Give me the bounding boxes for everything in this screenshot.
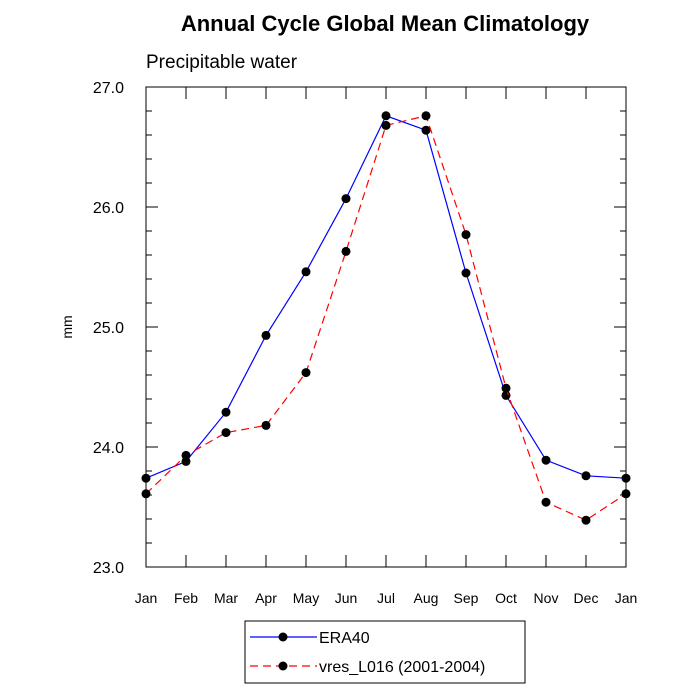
plot-area: 23.0 24.0 25.0 26.0 27.0 Jan Feb Mar Apr May Jun Ju…: [93, 80, 637, 606]
x-tick-label: Jul: [377, 590, 395, 606]
data-point: [461, 230, 471, 240]
x-tick-label: Feb: [174, 590, 198, 606]
y-tick-label: 27.0: [93, 80, 124, 97]
y-tick-label: 25.0: [93, 320, 124, 337]
data-point: [301, 368, 311, 378]
legend-marker: [278, 661, 288, 671]
data-point: [621, 489, 631, 499]
legend-item: ERA40: [250, 630, 370, 647]
legend: ERA40 vres_L016 (2001-2004): [244, 620, 526, 684]
data-point: [221, 428, 231, 438]
data-point: [421, 125, 431, 135]
series-1: [141, 111, 631, 483]
data-point: [541, 497, 551, 507]
data-point: [261, 420, 271, 430]
data-point: [181, 450, 191, 460]
x-tick-label: Jan: [615, 590, 638, 606]
x-tick-label: Aug: [414, 590, 439, 606]
chart-title: Annual Cycle Global Mean Climatology: [181, 11, 590, 36]
x-tick-label: Sep: [454, 590, 479, 606]
legend-label: vres_L016 (2001-2004): [319, 659, 485, 676]
data-point: [261, 330, 271, 340]
data-point: [381, 120, 391, 130]
x-tick-label: Mar: [214, 590, 238, 606]
y-axis-label: mm: [59, 315, 75, 338]
legend-box: [244, 620, 526, 684]
data-point: [141, 489, 151, 499]
y-tick-label: 23.0: [93, 560, 124, 577]
y-axis-ticks: [146, 86, 626, 568]
data-point: [341, 246, 351, 256]
data-point: [301, 267, 311, 277]
legend-item: vres_L016 (2001-2004): [250, 659, 485, 676]
data-point: [501, 383, 511, 393]
series-2: [141, 111, 631, 525]
data-point: [221, 407, 231, 417]
x-tick-label: Dec: [574, 590, 599, 606]
y-tick-label: 26.0: [93, 200, 124, 217]
y-tick-label: 24.0: [93, 440, 124, 457]
chart-subtitle: Precipitable water: [146, 52, 298, 73]
data-point: [341, 194, 351, 204]
legend-marker: [278, 632, 288, 642]
x-tick-label: Jun: [335, 590, 358, 606]
x-tick-label: Nov: [534, 590, 559, 606]
data-point: [581, 515, 591, 525]
x-tick-label: Jan: [135, 590, 158, 606]
series-line: [145, 115, 627, 521]
x-axis-ticks: [145, 87, 627, 567]
x-tick-label: Apr: [255, 590, 277, 606]
data-point: [381, 111, 391, 121]
data-point: [141, 473, 151, 483]
series-line: [145, 115, 627, 479]
x-tick-label: May: [293, 590, 319, 606]
data-point: [621, 473, 631, 483]
data-point: [421, 111, 431, 121]
plot-frame: [145, 86, 627, 568]
data-point: [461, 268, 471, 278]
data-point: [581, 471, 591, 481]
data-point: [541, 455, 551, 465]
x-tick-label: Oct: [495, 590, 517, 606]
legend-label: ERA40: [319, 630, 370, 647]
